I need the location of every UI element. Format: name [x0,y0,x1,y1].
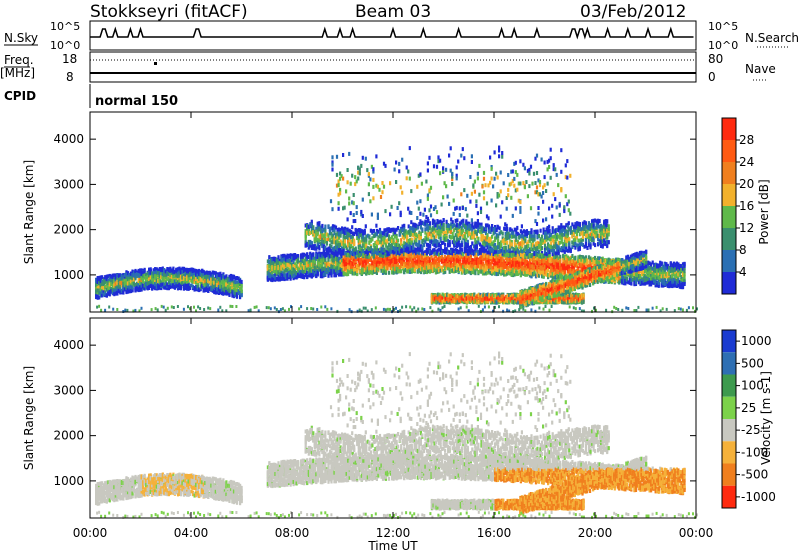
cpid-value: normal 150 [95,94,178,109]
nsky-line [90,29,694,37]
date-title: 03/Feb/2012 [580,2,686,22]
power-heatmap-data [95,146,698,314]
power-cell [388,271,390,275]
freq-unit: [MHz] [0,66,35,80]
power-cell [330,274,332,278]
nsky-label: N.Sky [4,31,38,45]
nave-top-tick: 80 [708,52,723,66]
nsearch-bottom-tick: 10^0 [708,39,738,52]
power-cell [241,293,243,297]
power-cell [241,280,243,284]
freq-top-tick: 18 [62,52,77,66]
cpid-label: CPID [4,89,36,103]
beam-title: Beam 03 [355,2,431,22]
freq-marker [154,62,157,65]
power-cell [297,254,299,258]
nave-label: Nave [745,62,776,76]
nsearch-top-tick: 10^5 [708,20,738,33]
freq-label: Freq. [4,53,34,67]
power-cell [277,255,279,259]
nsky-trace [90,29,694,37]
power-cell [474,271,476,275]
nsearch-label: N.Search [745,31,799,45]
nsky-top-tick: 10^5 [50,20,80,33]
freq-panel-frame [90,52,696,82]
nave-bottom-tick: 0 [708,70,716,84]
power-cell [144,268,146,272]
power-cell [312,253,314,257]
freq-bottom-tick: 8 [66,70,74,84]
power-cell [564,270,566,274]
nsky-bottom-tick: 10^0 [50,39,80,52]
power-cell [559,260,561,264]
power-cell [241,284,243,288]
station-title: Stokkseyri (fitACF) [90,2,248,22]
